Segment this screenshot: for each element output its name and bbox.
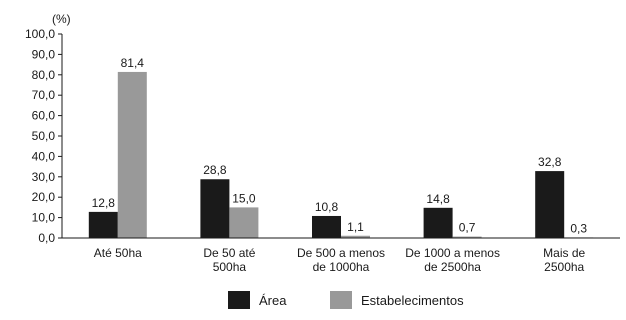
bars: 12,8 81,4 28,8 15,0 10,8 1,1 14,8 0,7 32,8 0,3 [88,56,594,238]
data-label: 28,8 [203,163,227,177]
x-axis: Até 50ha De 50 até 500ha De 500 a menos de 1… [62,237,620,274]
y-tick-label: 0,0 [38,231,55,245]
x-category-label: Até 50ha [94,246,142,260]
bar-area [423,207,453,238]
y-tick-label: 60,0 [32,109,56,123]
bar-estabelecimentos [229,207,259,238]
legend-swatch [330,291,352,309]
data-label: 10,8 [315,200,339,214]
bar-area [88,211,118,238]
x-category-label: De 500 a menos de 1000ha [297,246,385,274]
y-axis: 0,0 10,0 20,0 30,0 40,0 50,0 60,0 70,0 80,0 90,0 1… [25,27,63,245]
data-label: 1,1 [347,220,364,234]
x-category-label: Mais de 2500ha [543,246,585,274]
bar-estabelecimentos [452,236,482,238]
data-label: 12,8 [92,196,116,210]
y-tick-label: 50,0 [32,129,56,143]
y-tick-label: 40,0 [32,149,56,163]
bar-estabelecimentos [341,235,370,238]
y-tick-label: 20,0 [32,190,56,204]
legend: Área Estabelecimentos [228,291,464,309]
y-tick-label: 10,0 [32,211,56,225]
data-label: 15,0 [232,191,256,205]
y-tick-label: 70,0 [32,88,56,102]
bar-area [535,171,565,238]
data-label: 0,7 [459,221,476,235]
bar-area [200,179,230,238]
y-tick-label: 80,0 [32,68,56,82]
data-label: 0,3 [570,221,587,235]
data-label: 32,8 [538,155,562,169]
data-label: 81,4 [121,56,145,70]
legend-label: Estabelecimentos [361,293,464,308]
y-tick-label: 30,0 [32,170,56,184]
y-tick-label: 100,0 [25,27,55,41]
bar-area [312,215,341,238]
y-axis-unit-label: (%) [52,12,71,26]
x-category-label: De 50 até 500ha [203,246,255,274]
legend-label: Área [259,293,287,308]
legend-swatch [228,291,250,309]
x-category-label: De 1000 a menos de 2500ha [405,246,500,274]
data-label: 14,8 [426,192,450,206]
bar-estabelecimentos [117,71,147,238]
y-tick-label: 90,0 [32,47,56,61]
